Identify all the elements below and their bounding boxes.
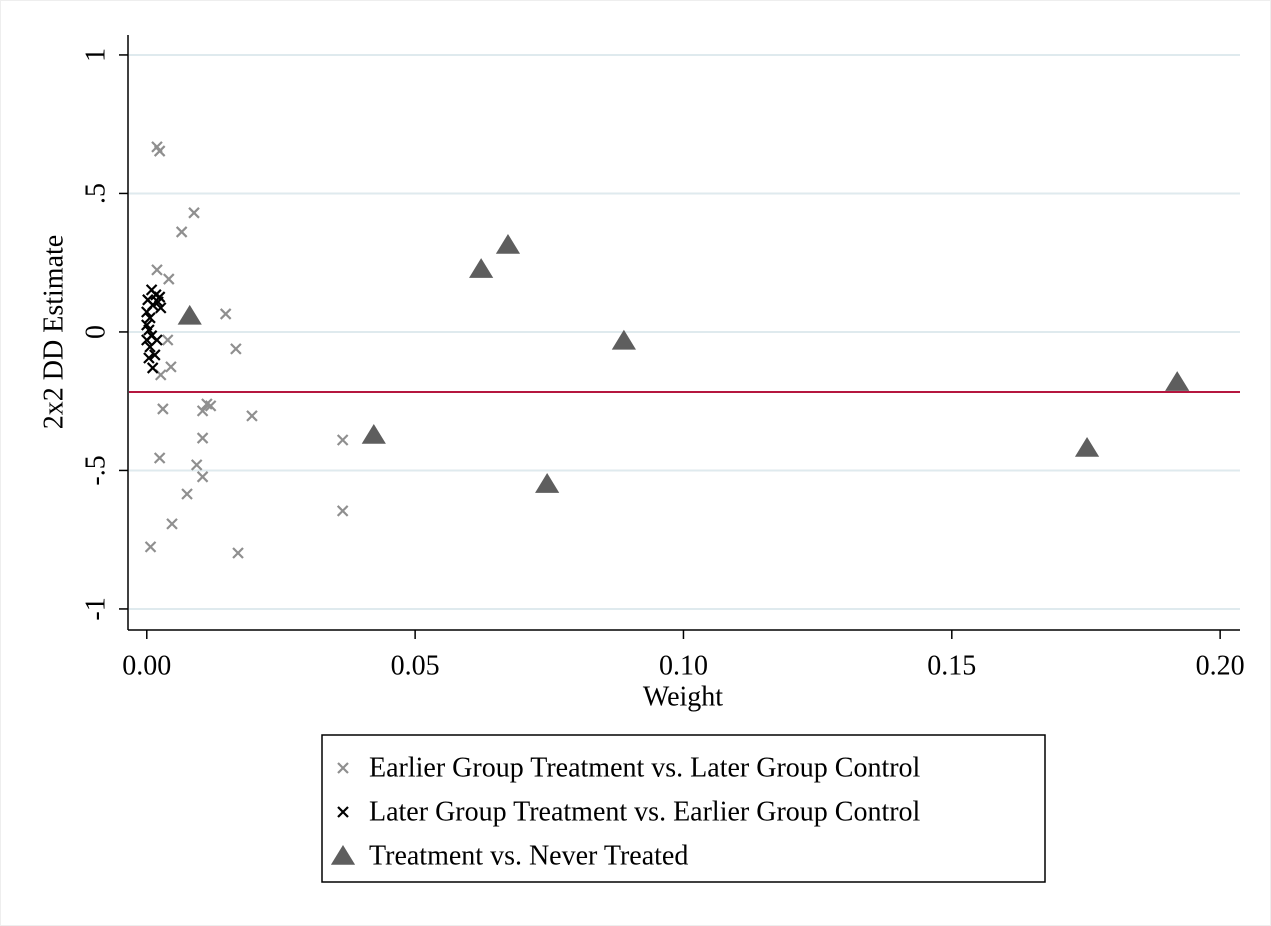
x-marker <box>337 762 349 774</box>
x-tick-label: 0.10 <box>659 650 708 681</box>
legend-box <box>321 734 1046 883</box>
y-tick-label: 0 <box>80 325 111 339</box>
x-marker <box>161 334 174 346</box>
triangle-marker <box>469 258 494 278</box>
x-marker <box>232 547 244 559</box>
x-marker <box>230 343 242 355</box>
x-tick-label: 0.20 <box>1196 650 1245 681</box>
x-marker <box>336 434 349 446</box>
x-tick-label: 0.05 <box>391 650 440 681</box>
legend-label: Treatment vs. Never Treated <box>369 840 688 871</box>
x-marker <box>144 541 157 553</box>
x-marker <box>153 145 166 157</box>
triangle-marker <box>1074 437 1100 457</box>
x-marker <box>204 400 217 412</box>
x-tick-label: 0.00 <box>122 650 171 681</box>
triangle-marker <box>177 304 202 325</box>
x-marker <box>143 324 155 336</box>
x-marker <box>166 518 178 530</box>
x-marker <box>153 291 166 303</box>
x-marker <box>151 264 163 276</box>
legend-label: Later Group Treatment vs. Earlier Group … <box>369 796 921 827</box>
x-marker <box>157 403 169 415</box>
x-marker <box>163 273 175 285</box>
x-marker <box>190 459 203 471</box>
x-marker <box>165 361 177 373</box>
x-axis-label: Weight <box>643 681 723 712</box>
x-marker <box>149 349 161 361</box>
y-tick-label: -.5 <box>80 455 111 485</box>
triangle-marker <box>361 423 386 444</box>
triangle-marker <box>495 233 521 254</box>
x-marker <box>196 471 209 483</box>
triangle-marker <box>535 473 560 493</box>
x-marker <box>336 505 349 517</box>
legend-label: Earlier Group Treatment vs. Later Group … <box>369 752 921 783</box>
x-marker <box>143 352 155 364</box>
triangle-marker <box>611 329 636 350</box>
x-marker <box>196 405 209 417</box>
triangle-marker <box>1165 371 1190 391</box>
y-tick-label: 1 <box>80 48 111 62</box>
x-marker <box>175 226 188 238</box>
y-tick-label: -1 <box>80 597 111 620</box>
x-marker <box>181 488 193 500</box>
x-marker <box>188 207 200 219</box>
x-marker <box>154 302 167 314</box>
x-marker <box>141 334 153 346</box>
x-marker <box>246 410 258 422</box>
x-marker <box>337 806 349 818</box>
triangle-marker <box>330 845 356 865</box>
x-marker <box>141 306 153 318</box>
x-tick-label: 0.15 <box>927 650 976 681</box>
y-tick-label: .5 <box>80 183 111 204</box>
x-marker <box>146 362 159 374</box>
y-axis-label: 2x2 DD Estimate <box>38 235 69 429</box>
x-marker <box>196 432 209 444</box>
x-marker <box>153 452 166 464</box>
x-marker <box>219 308 232 320</box>
x-marker <box>144 341 156 353</box>
x-marker <box>144 312 156 324</box>
